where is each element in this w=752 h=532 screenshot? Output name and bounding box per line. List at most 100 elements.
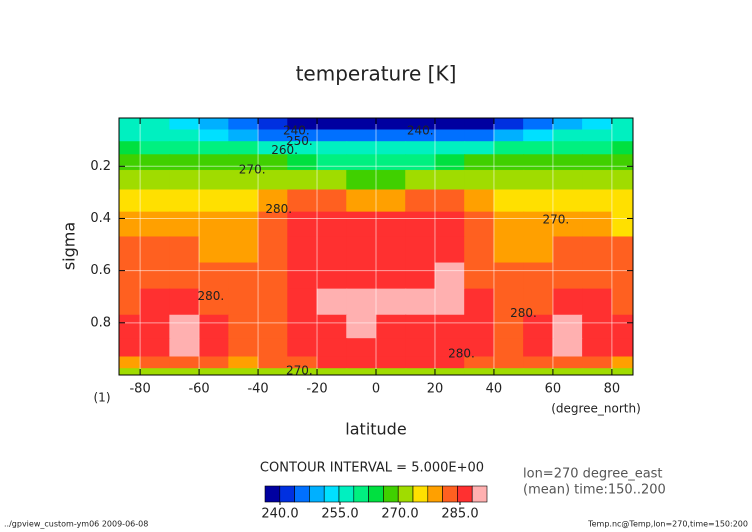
contour-cell xyxy=(405,356,436,370)
contour-cell xyxy=(405,338,436,358)
contour-cell xyxy=(434,189,466,213)
colorbar-swatch xyxy=(397,485,414,503)
contour-cell xyxy=(464,129,495,143)
contour-cell xyxy=(493,356,525,370)
contour-label: 240. xyxy=(407,124,434,138)
contour-cell xyxy=(434,368,466,375)
contour-cell xyxy=(493,211,525,238)
contour-cell xyxy=(316,169,348,191)
contour-cell xyxy=(119,368,141,375)
contour-cell xyxy=(169,211,200,238)
contour-cell xyxy=(198,211,230,238)
contour-cell xyxy=(552,338,584,358)
contour-cell xyxy=(434,211,466,238)
contour-cell xyxy=(434,141,466,156)
contour-cell xyxy=(257,262,289,290)
colorbar-swatch xyxy=(457,485,473,503)
contour-cell xyxy=(169,338,200,358)
contour-cell xyxy=(434,236,466,264)
contour-label: 270. xyxy=(239,163,266,177)
contour-cell xyxy=(119,154,141,171)
contour-cell xyxy=(169,154,200,171)
contour-cell xyxy=(119,356,141,370)
contour-cell xyxy=(611,154,633,171)
contour-cell xyxy=(464,169,495,191)
contour-cell xyxy=(119,129,141,143)
contour-cell xyxy=(405,141,436,156)
contour-cell xyxy=(257,236,289,264)
contour-cell xyxy=(611,211,633,238)
plot-frame xyxy=(118,117,634,376)
contour-cell xyxy=(316,288,348,316)
contour-cell xyxy=(316,262,348,290)
contour-cell xyxy=(405,211,436,238)
contour-cell xyxy=(139,169,171,191)
contour-cell xyxy=(582,154,613,171)
contour-cell xyxy=(119,236,141,264)
colorbar-swatch xyxy=(471,485,488,503)
contour-cell xyxy=(582,169,613,191)
contour-cell xyxy=(375,262,407,290)
colorbar-swatch xyxy=(427,485,443,503)
contour-cell xyxy=(552,211,584,238)
contour-cell xyxy=(316,314,348,340)
y-tick-label: 0.8 xyxy=(90,315,111,330)
contour-cell xyxy=(434,154,466,171)
contour-cell xyxy=(257,288,289,316)
contour-cell xyxy=(287,314,318,340)
contour-cell xyxy=(228,368,259,375)
contour-cell xyxy=(228,236,259,264)
contour-cell xyxy=(228,338,259,358)
contour-cell xyxy=(287,262,318,290)
contour-cell xyxy=(375,314,407,340)
contour-cell xyxy=(523,236,554,264)
contour-cell xyxy=(169,169,200,191)
contour-label: 240. xyxy=(283,124,310,138)
contour-cell xyxy=(493,189,525,213)
contour-cell xyxy=(139,118,171,131)
contour-cell xyxy=(434,129,466,143)
contour-cell xyxy=(139,189,171,213)
contour-cell xyxy=(198,368,230,375)
contour-cell xyxy=(139,368,171,375)
contour-cell xyxy=(493,129,525,143)
contour-cell xyxy=(523,288,554,316)
x-axis-unit: (degree_north) xyxy=(551,402,641,416)
colorbar-swatch xyxy=(368,485,384,503)
x-tick-label: 60 xyxy=(545,382,562,397)
contour-cell xyxy=(582,141,613,156)
contour-cell xyxy=(405,189,436,213)
contour-cell xyxy=(228,356,259,370)
contour-cell xyxy=(346,211,377,238)
contour-cell xyxy=(523,338,554,358)
x-tick-label: 80 xyxy=(604,382,621,397)
contour-cell xyxy=(346,368,377,375)
contour-cell xyxy=(346,262,377,290)
axes: -80 -60 -40 -20 0 20 40 60 80 0.2 0.4 0.6 0.8 240. 240… xyxy=(90,117,634,397)
contour-cell xyxy=(552,129,584,143)
contour-cell xyxy=(523,169,554,191)
contour-cell xyxy=(582,314,613,340)
contour-cell xyxy=(405,262,436,290)
contour-label: 280. xyxy=(198,289,225,303)
contour-cell xyxy=(493,118,525,131)
contour-cell xyxy=(139,211,171,238)
contour-cell xyxy=(139,356,171,370)
contour-cell xyxy=(119,262,141,290)
contour-cell xyxy=(611,288,633,316)
contour-cell xyxy=(169,262,200,290)
contour-cell xyxy=(169,368,200,375)
contour-cell xyxy=(552,262,584,290)
contour-cell xyxy=(198,314,230,340)
contour-cell xyxy=(139,236,171,264)
contour-cell xyxy=(346,288,377,316)
x-axis-label: latitude xyxy=(345,420,406,439)
contour-cell xyxy=(228,211,259,238)
contour-cell xyxy=(198,154,230,171)
contour-cell xyxy=(582,211,613,238)
contour-cell xyxy=(464,141,495,156)
contour-cell xyxy=(375,236,407,264)
colorbar-swatch xyxy=(412,485,429,503)
contour-cell xyxy=(346,129,377,143)
colorbar-swatch xyxy=(294,485,310,503)
